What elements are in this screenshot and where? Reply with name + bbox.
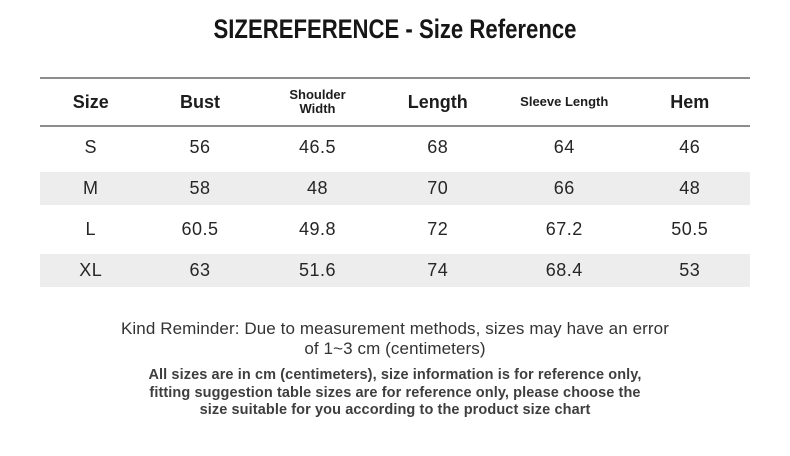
bust-cell: 56	[189, 137, 211, 157]
hem-cell: 48	[679, 178, 701, 198]
bust-cell: 60.5	[181, 219, 219, 239]
kind-reminder-line: of 1~3 cm (centimeters)	[304, 338, 486, 358]
page-title: SIZEREFERENCE - Size Reference	[213, 14, 577, 44]
shoulder-width-cell: 48	[307, 178, 329, 198]
column-header-bust: Bust	[142, 91, 259, 112]
length-cell: 68	[427, 137, 449, 157]
sleeve-length-cell: 67.2	[545, 219, 583, 239]
shoulder-width-cell: 49.8	[298, 219, 337, 239]
bust-cell: 58	[189, 178, 211, 198]
column-header-size: Size	[40, 91, 142, 112]
hem-cell: 46	[679, 137, 701, 157]
size-disclaimer-line: size suitable for you according to the p…	[199, 402, 591, 418]
kind-reminder-line: Kind Reminder: Due to measurement method…	[120, 319, 669, 338]
column-header-shoulder-width: Shoulder Width	[259, 88, 377, 116]
sleeve-length-cell: 64	[553, 137, 575, 157]
column-header-hem: Hem	[629, 91, 749, 112]
table-row-l: L 60.5 49.8 72 67.2 50.5	[40, 209, 750, 250]
shoulder-width-cell: 51.6	[298, 260, 337, 280]
length-cell: 74	[427, 260, 449, 280]
shoulder-width-cell: 46.5	[298, 137, 337, 157]
size-cell: L	[85, 219, 97, 239]
column-header-label: Sleeve Length	[520, 94, 609, 110]
bust-cell: 63	[189, 260, 211, 280]
length-cell: 72	[427, 219, 449, 239]
table-row-m: M 58 48 70 66 48	[40, 168, 750, 209]
length-cell: 70	[427, 178, 449, 198]
size-table: Size Bust Shoulder Width Length Sleeve L…	[40, 77, 750, 291]
sleeve-length-cell: 68.4	[545, 260, 583, 280]
size-cell: M	[83, 178, 99, 198]
column-header-sleeve-length: Sleeve Length	[499, 95, 629, 109]
hem-cell: 53	[679, 260, 701, 280]
size-cell: XL	[79, 260, 103, 280]
column-header-label: Shoulder Width	[289, 87, 346, 116]
column-header-length: Length	[377, 91, 499, 112]
size-cell: S	[84, 137, 98, 157]
size-disclaimer-note: All sizes are in cm (centimeters), size …	[0, 367, 790, 420]
column-header-label: Hem	[670, 91, 710, 112]
hem-cell: 50.5	[671, 219, 709, 239]
size-disclaimer-line: fitting suggestion table sizes are for r…	[149, 384, 641, 401]
table-header-row: Size Bust Shoulder Width Length Sleeve L…	[40, 77, 750, 127]
kind-reminder-note: Kind Reminder: Due to measurement method…	[0, 319, 790, 358]
column-header-label: Length	[407, 91, 468, 112]
sleeve-length-cell: 66	[553, 178, 575, 198]
column-header-label: Size	[72, 91, 109, 112]
column-header-label: Bust	[180, 91, 221, 112]
size-disclaimer-line: All sizes are in cm (centimeters), size …	[148, 367, 642, 383]
table-row-xl: XL 63 51.6 74 68.4 53	[40, 250, 750, 291]
table-row-s: S 56 46.5 68 64 46	[40, 127, 750, 168]
